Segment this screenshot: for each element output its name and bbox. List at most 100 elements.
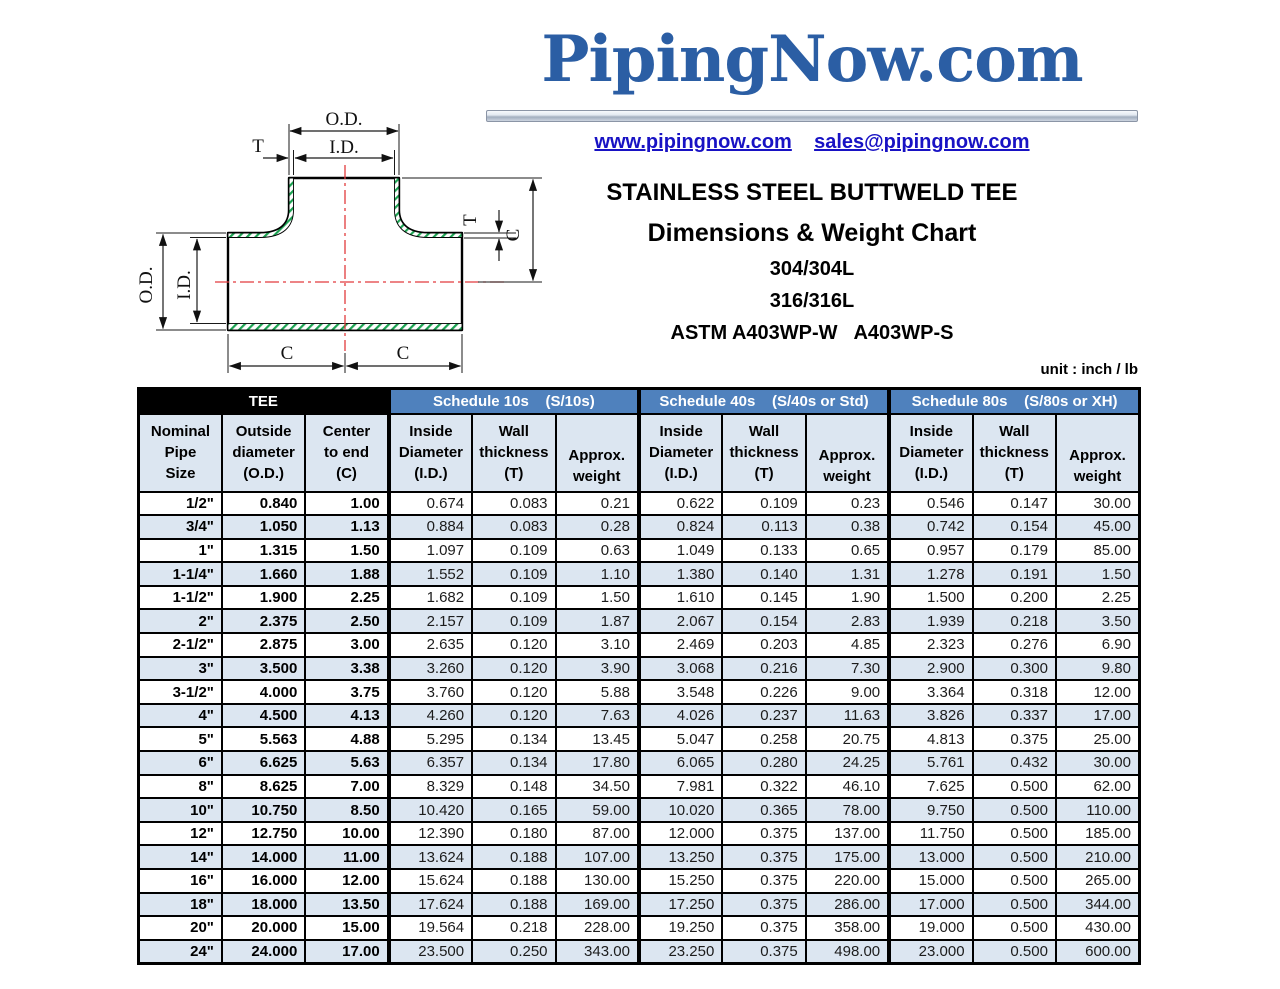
data-cell: 13.50 xyxy=(304,891,390,918)
data-cell: 17.00 xyxy=(304,938,390,965)
data-cell: 0.083 xyxy=(471,490,557,517)
data-cell: 1.88 xyxy=(304,561,390,587)
data-cell: 0.318 xyxy=(971,679,1057,705)
data-cell: 0.276 xyxy=(971,632,1057,658)
page-subtitle: Dimensions & Weight Chart xyxy=(647,219,977,247)
pipe-size-cell: 1-1/4" xyxy=(137,561,223,587)
data-cell: 11.00 xyxy=(304,844,390,870)
data-cell: 17.80 xyxy=(554,750,640,776)
data-cell: 0.500 xyxy=(971,915,1057,941)
data-cell: 6.90 xyxy=(1054,632,1141,658)
data-cell: 0.147 xyxy=(971,490,1057,517)
data-cell: 2.323 xyxy=(887,632,974,658)
website-link[interactable]: www.pipingnow.com xyxy=(594,131,792,153)
data-cell: 24.000 xyxy=(220,938,307,965)
dim-label-c-bottom-right: C xyxy=(397,343,410,364)
wall-hatch-left xyxy=(227,177,294,238)
data-cell: 0.250 xyxy=(471,938,557,965)
data-cell: 0.188 xyxy=(471,891,557,918)
column-header: Inside Diameter (I.D.) xyxy=(386,412,474,493)
data-cell: 2.900 xyxy=(887,655,974,682)
table-row: 14" 14.000 11.00 13.624 0.188 107.00 13.250 0.3… xyxy=(137,844,1141,870)
data-cell: 1.87 xyxy=(554,608,640,635)
column-header: Approx. weight xyxy=(804,412,891,493)
dim-label-id-left: I.D. xyxy=(174,270,195,300)
data-cell: 1.660 xyxy=(220,561,307,587)
data-cell: 8.625 xyxy=(220,773,307,800)
pipe-size-cell: 1" xyxy=(137,537,223,564)
unit-label: unit : inch / lb xyxy=(1040,361,1139,378)
data-cell: 5.563 xyxy=(220,726,307,753)
data-cell: 0.216 xyxy=(721,655,807,682)
table-row: 3-1/2" 4.000 3.75 3.760 0.120 5.88 3.548 0.226 9… xyxy=(137,679,1141,705)
data-cell: 0.226 xyxy=(721,679,807,705)
pipe-size-cell: 2-1/2" xyxy=(137,632,223,658)
data-cell: 3.38 xyxy=(304,655,390,682)
data-cell: 0.500 xyxy=(971,938,1057,965)
data-cell: 3.548 xyxy=(636,679,724,705)
data-cell: 1.278 xyxy=(887,561,974,587)
data-cell: 11.750 xyxy=(887,820,974,847)
data-cell: 18.000 xyxy=(220,891,307,918)
data-cell: 0.674 xyxy=(386,490,474,517)
table-row: 18" 18.000 13.50 17.624 0.188 169.00 17.250 0.3… xyxy=(137,891,1141,918)
email-link[interactable]: sales@pipingnow.com xyxy=(814,131,1030,153)
data-cell: 7.63 xyxy=(554,702,640,729)
column-header: Wall thickness (T) xyxy=(471,412,557,493)
data-cell: 0.120 xyxy=(471,702,557,729)
data-cell: 0.432 xyxy=(971,750,1057,776)
pipe-size-cell: 5" xyxy=(137,726,223,753)
data-cell: 3.364 xyxy=(887,679,974,705)
pipe-size-cell: 3" xyxy=(137,655,223,682)
dim-label-id-top: I.D. xyxy=(329,137,359,158)
data-cell: 0.134 xyxy=(471,750,557,776)
data-cell: 2.25 xyxy=(304,584,390,611)
data-cell: 1.90 xyxy=(804,584,891,611)
data-cell: 1.552 xyxy=(386,561,474,587)
data-cell: 343.00 xyxy=(554,938,640,965)
data-cell: 2.067 xyxy=(636,608,724,635)
data-cell: 12.000 xyxy=(636,820,724,847)
data-cell: 0.742 xyxy=(887,514,974,540)
pipe-size-cell: 1-1/2" xyxy=(137,584,223,611)
grade-316: 316/316L xyxy=(769,290,855,312)
group-header: TEE xyxy=(137,387,390,415)
data-cell: 12.750 xyxy=(220,820,307,847)
data-cell: 430.00 xyxy=(1054,915,1141,941)
data-cell: 0.237 xyxy=(721,702,807,729)
pipe-size-cell: 24" xyxy=(137,938,223,965)
data-cell: 4.500 xyxy=(220,702,307,729)
data-cell: 0.300 xyxy=(971,655,1057,682)
data-cell: 1.50 xyxy=(1054,561,1141,587)
astm-spec: ASTM A403WP-W A403WP-S xyxy=(670,322,954,344)
data-cell: 0.200 xyxy=(971,584,1057,611)
data-cell: 3.50 xyxy=(1054,608,1141,635)
logo-text: PipingNow.com xyxy=(541,22,1083,97)
data-cell: 265.00 xyxy=(1054,868,1141,894)
data-cell: 4.000 xyxy=(220,679,307,705)
dim-label-od-top: O.D. xyxy=(326,109,363,130)
dim-label-t-top: T xyxy=(252,136,264,157)
data-cell: 0.622 xyxy=(636,490,724,517)
data-cell: 4.85 xyxy=(804,632,891,658)
data-cell: 20.75 xyxy=(804,726,891,753)
data-cell: 0.154 xyxy=(971,514,1057,540)
column-header: Wall thickness (T) xyxy=(721,412,807,493)
data-cell: 0.120 xyxy=(471,632,557,658)
data-cell: 228.00 xyxy=(554,915,640,941)
data-cell: 8.329 xyxy=(386,773,474,800)
pipe-size-cell: 1/2" xyxy=(137,490,223,517)
data-cell: 130.00 xyxy=(554,868,640,894)
data-cell: 10.750 xyxy=(220,797,307,823)
data-cell: 0.375 xyxy=(721,868,807,894)
data-cell: 107.00 xyxy=(554,844,640,870)
data-cell: 46.10 xyxy=(804,773,891,800)
data-cell: 169.00 xyxy=(554,891,640,918)
table-row: 2" 2.375 2.50 2.157 0.109 1.87 2.067 0.154 2.83 1… xyxy=(137,608,1141,635)
data-cell: 5.295 xyxy=(386,726,474,753)
pipe-size-cell: 16" xyxy=(137,868,223,894)
data-cell: 30.00 xyxy=(1054,750,1141,776)
data-cell: 19.250 xyxy=(636,915,724,941)
data-cell: 0.120 xyxy=(471,655,557,682)
